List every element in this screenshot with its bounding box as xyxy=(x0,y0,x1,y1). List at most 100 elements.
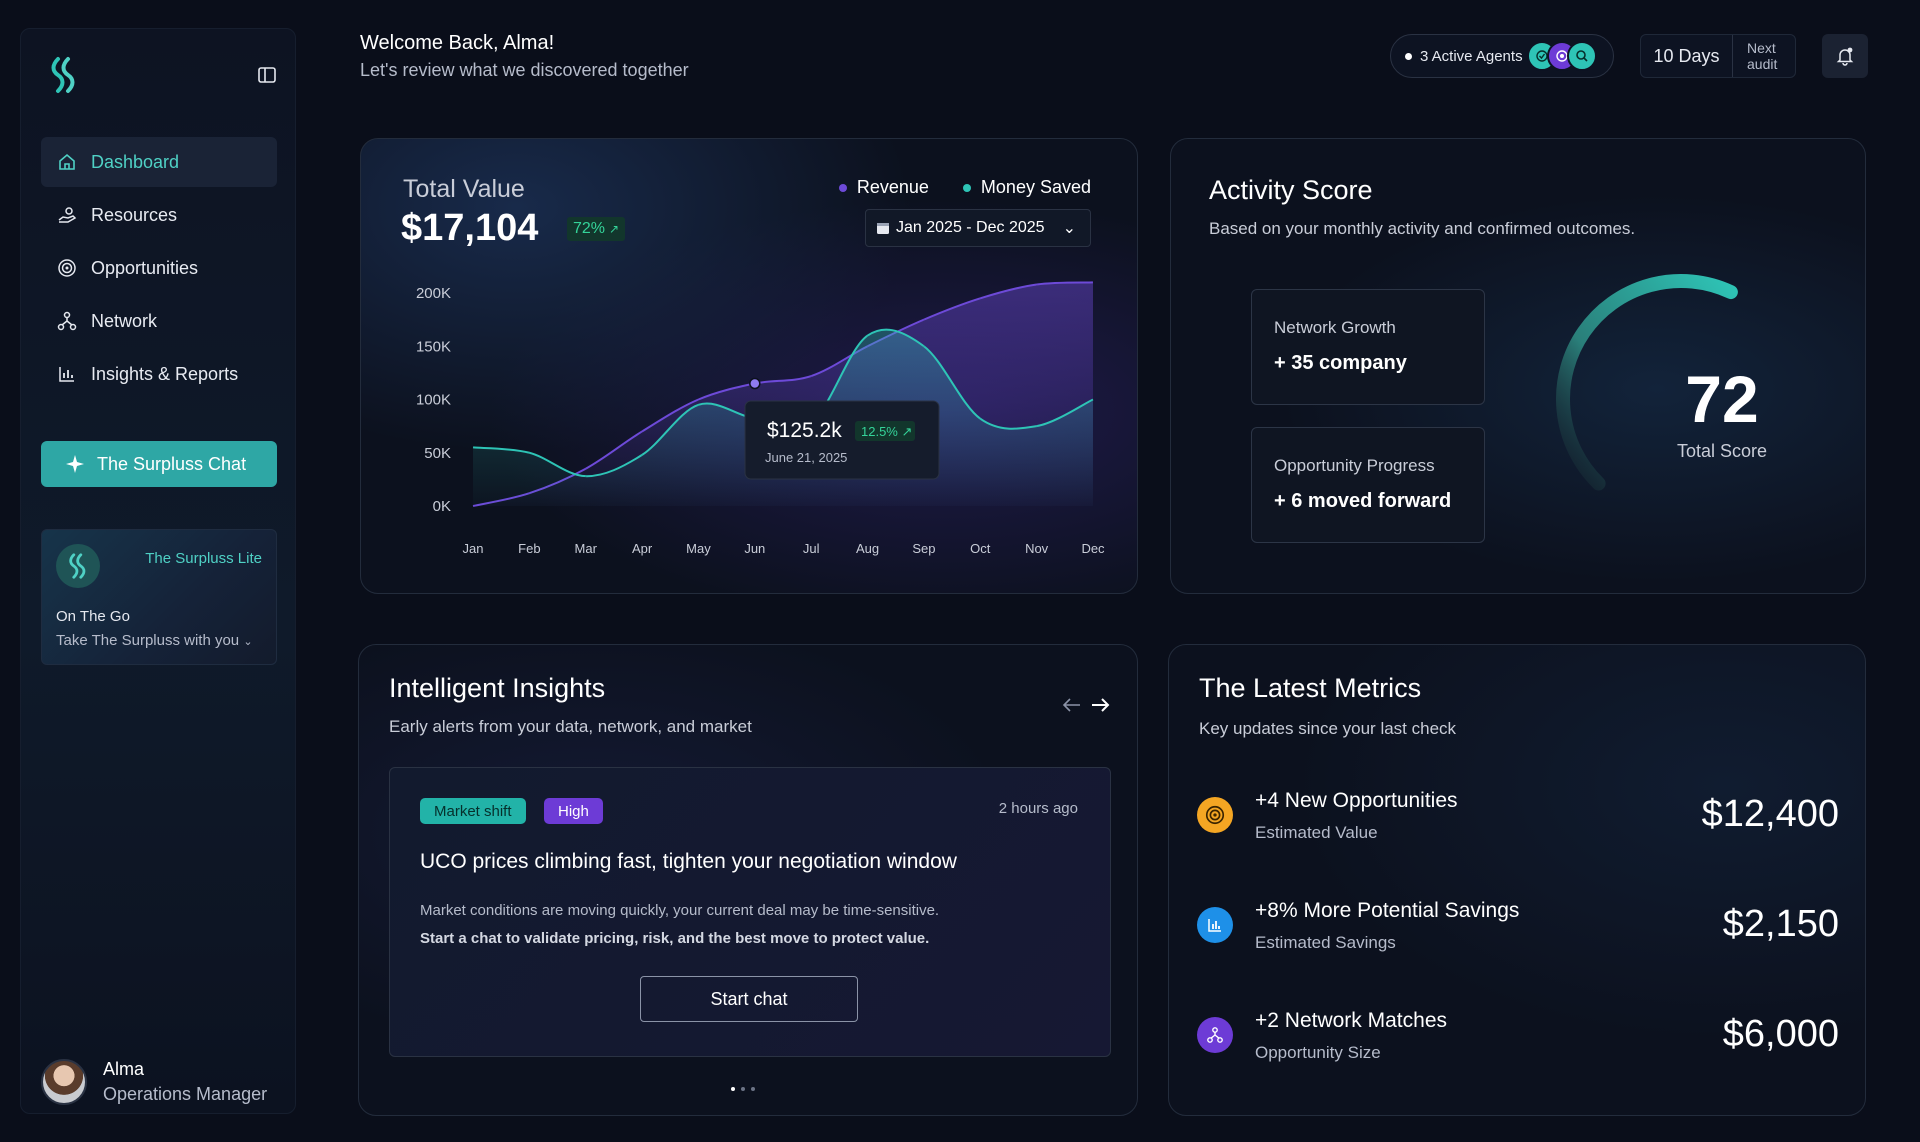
x-tick-label: Dec xyxy=(1081,541,1105,556)
sidebar-item-insights-reports[interactable]: Insights & Reports xyxy=(41,349,277,399)
bell-icon xyxy=(1836,47,1854,66)
sidebar-item-resources[interactable]: Resources xyxy=(41,190,277,240)
network-growth-box[interactable]: Network Growth + 35 company xyxy=(1251,289,1485,405)
market-shift-tag: Market shift xyxy=(420,798,526,824)
insights-subtitle: Early alerts from your data, network, an… xyxy=(389,717,752,736)
sidebar-toggle-icon[interactable] xyxy=(257,65,277,85)
sidebar: Dashboard Resources Opportunities Networ… xyxy=(20,28,296,1114)
metric-description: Opportunity Size xyxy=(1255,1043,1381,1062)
chevron-down-icon: ⌄ xyxy=(1062,220,1076,237)
metric-row-network[interactable]: +2 Network Matches Opportunity Size $6,0… xyxy=(1197,1003,1839,1073)
metric-row-opportunities[interactable]: +4 New Opportunities Estimated Value $12… xyxy=(1197,783,1839,853)
days-count: 10 Days xyxy=(1641,35,1733,77)
sidebar-item-dashboard[interactable]: Dashboard xyxy=(41,137,277,187)
sidebar-item-label: Dashboard xyxy=(91,151,180,172)
insights-carousel-nav xyxy=(1061,695,1111,715)
network-icon xyxy=(57,311,77,331)
insight-item: Market shift High 2 hours ago UCO prices… xyxy=(389,767,1111,1057)
carousel-pager xyxy=(731,1087,755,1091)
chat-button-label: The Surpluss Chat xyxy=(97,453,247,474)
surpluss-lite-card[interactable]: The Surpluss Lite On The Go Take The Sur… xyxy=(41,529,277,665)
x-tick-label: Nov xyxy=(1025,541,1049,556)
tooltip-date: June 21, 2025 xyxy=(765,450,847,465)
opportunity-progress-box[interactable]: Opportunity Progress + 6 moved forward xyxy=(1251,427,1485,543)
sidebar-item-network[interactable]: Network xyxy=(41,296,277,346)
total-score-value: 72 xyxy=(1685,362,1759,436)
gauge-arc xyxy=(1556,274,1738,491)
total-value-title: Total Value xyxy=(403,175,525,203)
data-point[interactable] xyxy=(749,377,761,390)
metrics-subtitle: Key updates since your last check xyxy=(1199,719,1457,738)
avatar xyxy=(41,1059,87,1105)
surpluss-logo[interactable] xyxy=(49,55,79,95)
arrow-up-right-icon: ↗ xyxy=(609,222,620,236)
next-audit-indicator[interactable]: 10 Days Next audit xyxy=(1640,34,1796,78)
start-chat-button[interactable]: Start chat xyxy=(640,976,858,1022)
latest-metrics-card: The Latest Metrics Key updates since you… xyxy=(1168,644,1866,1116)
metric-row-savings[interactable]: +8% More Potential Savings Estimated Sav… xyxy=(1197,893,1839,963)
notifications-button[interactable] xyxy=(1822,34,1868,78)
tooltip-value: $125.2k xyxy=(767,419,842,442)
date-range-select[interactable]: Jan 2025 - Dec 2025 ⌄ xyxy=(865,209,1091,247)
chevron-down-icon: ⌄ xyxy=(243,636,253,648)
total-value-badge: 72% ↗ xyxy=(567,217,626,241)
total-value-chart: 200K 150K 100K 50K 0K Jan Feb Mar Apr May Jun Jul Au… xyxy=(416,281,1105,556)
x-tick-label: Jan xyxy=(463,541,484,556)
sidebar-item-label: Resources xyxy=(91,204,178,225)
sidebar-item-label: Insights & Reports xyxy=(91,363,239,384)
lite-line1: On The Go xyxy=(56,608,130,625)
calendar-icon xyxy=(877,223,889,234)
welcome-title: Welcome Back, Alma! xyxy=(360,32,555,54)
insight-cta-text: Start a chat to validate pricing, risk, … xyxy=(420,930,930,947)
insight-body: Market conditions are moving quickly, yo… xyxy=(420,902,940,919)
pager-dot[interactable] xyxy=(731,1087,735,1091)
opportunity-progress-value: + 6 moved forward xyxy=(1274,490,1452,512)
insight-headline: UCO prices climbing fast, tighten your n… xyxy=(420,850,957,873)
user-role: Operations Manager xyxy=(103,1084,268,1104)
pager-dot[interactable] xyxy=(751,1087,755,1091)
tooltip-badge: 12.5% ↗ xyxy=(861,424,912,439)
bar-chart-icon xyxy=(59,367,74,382)
activity-score-gauge xyxy=(1556,274,1738,491)
sidebar-nav: Dashboard Resources Opportunities Networ… xyxy=(41,137,277,402)
arrow-left-icon[interactable] xyxy=(1061,695,1083,715)
legend-money-saved[interactable]: Money Saved xyxy=(962,177,1091,198)
network-growth-label: Network Growth xyxy=(1274,318,1396,337)
metric-heading: +8% More Potential Savings xyxy=(1255,899,1520,922)
total-value-amount: $17,104 xyxy=(401,207,539,249)
next-audit-label: Next audit xyxy=(1747,40,1778,72)
surpluss-chat-button[interactable]: The Surpluss Chat xyxy=(41,441,277,487)
home-icon xyxy=(59,153,75,170)
legend-revenue[interactable]: Revenue xyxy=(838,177,929,198)
active-agents-pill[interactable]: 3 Active Agents xyxy=(1390,34,1614,78)
network-icon xyxy=(1197,1017,1233,1053)
lite-title: The Surpluss Lite xyxy=(145,550,262,567)
metric-value: $6,000 xyxy=(1722,1013,1839,1055)
metric-description: Estimated Savings xyxy=(1255,933,1396,952)
surpluss-lite-logo xyxy=(56,544,100,588)
pager-dot[interactable] xyxy=(741,1087,745,1091)
metric-value: $2,150 xyxy=(1722,903,1839,945)
y-tick-label: 0K xyxy=(433,498,451,515)
y-tick-label: 200K xyxy=(416,285,451,302)
insight-timestamp: 2 hours ago xyxy=(998,800,1078,817)
opportunity-progress-label: Opportunity Progress xyxy=(1274,456,1435,475)
user-profile[interactable]: Alma Operations Manager xyxy=(41,1059,267,1105)
x-tick-label: Jul xyxy=(803,541,820,556)
y-tick-label: 150K xyxy=(416,338,451,355)
arrow-right-icon[interactable] xyxy=(1089,695,1111,715)
bar-chart-icon xyxy=(1197,907,1233,943)
intelligent-insights-card: Intelligent Insights Early alerts from y… xyxy=(358,644,1138,1116)
chart-tooltip: $125.2k 12.5% ↗ June 21, 2025 xyxy=(744,400,940,480)
sidebar-item-opportunities[interactable]: Opportunities xyxy=(41,243,277,293)
x-tick-label: Feb xyxy=(518,541,540,556)
sparkle-icon xyxy=(66,455,84,473)
sidebar-item-label: Network xyxy=(91,310,158,331)
metric-heading: +2 Network Matches xyxy=(1255,1009,1447,1032)
series-line-0 xyxy=(472,281,1094,507)
activity-score-title: Activity Score xyxy=(1209,175,1373,205)
x-tick-label: May xyxy=(686,541,711,556)
metric-heading: +4 New Opportunities xyxy=(1255,789,1458,812)
metrics-title: The Latest Metrics xyxy=(1199,673,1422,703)
active-agents-label: 3 Active Agents xyxy=(1420,47,1523,65)
